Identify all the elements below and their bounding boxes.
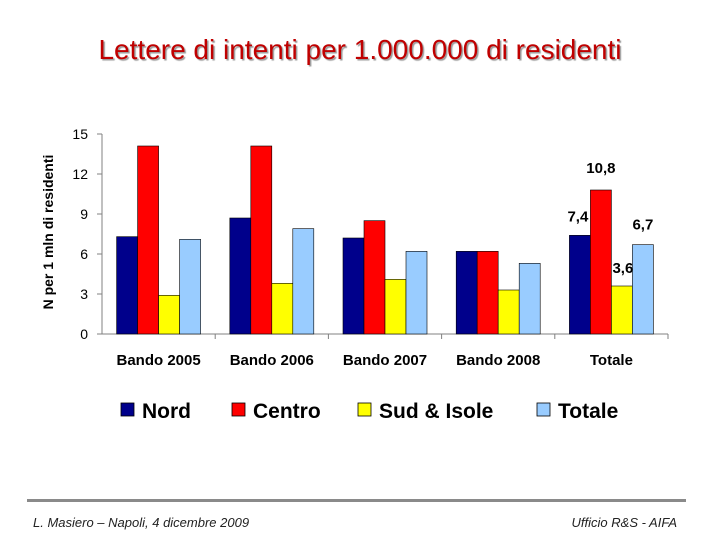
- footer-author-date: L. Masiero – Napoli, 4 dicembre 2009: [33, 515, 250, 530]
- legend-label: Nord: [142, 400, 191, 423]
- data-label: 6,7: [632, 217, 653, 234]
- y-tick-label: 15: [72, 126, 88, 142]
- bar-bando-2007-totale: [405, 251, 428, 335]
- bar-bando-2006-nord: [229, 217, 252, 335]
- legend-swatch-sud-isole: [357, 402, 372, 417]
- bar-bando-2005-sud-isole: [158, 295, 180, 335]
- bar-bando-2008-sud-isole: [497, 289, 520, 335]
- bar-bando-2008-nord: [455, 251, 478, 335]
- y-tick-label: 0: [80, 326, 88, 342]
- x-tick-label: Bando 2006: [230, 352, 314, 369]
- legend-swatch-totale: [536, 402, 551, 417]
- bar-bando-2005-nord: [116, 236, 138, 335]
- bar-bando-2006-sud-isole: [271, 283, 294, 335]
- bar-bando-2005-totale: [179, 239, 201, 335]
- bar-totale-nord: [569, 235, 591, 335]
- x-tick-label: Bando 2005: [116, 352, 200, 369]
- legend-swatch-nord: [120, 402, 135, 417]
- y-tick-label: 12: [72, 166, 88, 182]
- legend-label: Totale: [558, 400, 618, 423]
- y-axis-title: N per 1 mln di residenti: [40, 155, 56, 310]
- legend-label: Sud & Isole: [379, 400, 493, 423]
- bar-bando-2007-sud-isole: [384, 279, 407, 335]
- slide-title: Lettere di intenti per 1.000.000 di resi…: [98, 34, 622, 65]
- bar-bando-2008-centro: [476, 251, 499, 335]
- y-tick-label: 3: [80, 286, 88, 302]
- y-tick-label: 9: [80, 206, 88, 222]
- footer-divider: [27, 499, 686, 502]
- bar-bando-2007-centro: [363, 220, 386, 335]
- x-tick-label: Totale: [590, 352, 633, 369]
- bar-bando-2006-totale: [292, 228, 315, 335]
- data-label: 3,6: [612, 260, 633, 277]
- footer-office: Ufficio R&S - AIFA: [571, 515, 677, 530]
- legend-label: Centro: [253, 400, 321, 423]
- bar-bando-2007-nord: [342, 237, 365, 335]
- bar-bando-2008-totale: [518, 263, 541, 335]
- bar-totale-centro: [590, 189, 612, 335]
- data-label: 10,8: [586, 160, 615, 177]
- x-tick-label: Bando 2008: [456, 352, 540, 369]
- data-label: 7,4: [567, 208, 589, 225]
- bar-totale-sud-isole: [611, 285, 633, 335]
- bar-bando-2006-centro: [250, 145, 273, 335]
- chart-data-labels: 7,4 10,8 3,6 6,7: [567, 160, 653, 277]
- y-tick-label: 6: [80, 246, 88, 262]
- chart-bars: [116, 145, 654, 335]
- legend-swatch-centro: [231, 402, 246, 417]
- bar-totale-totale: [632, 244, 654, 335]
- chart-legend: Nord Centro Sud & Isole Totale: [120, 400, 618, 423]
- bar-bando-2005-centro: [137, 145, 159, 335]
- x-tick-label: Bando 2007: [343, 352, 427, 369]
